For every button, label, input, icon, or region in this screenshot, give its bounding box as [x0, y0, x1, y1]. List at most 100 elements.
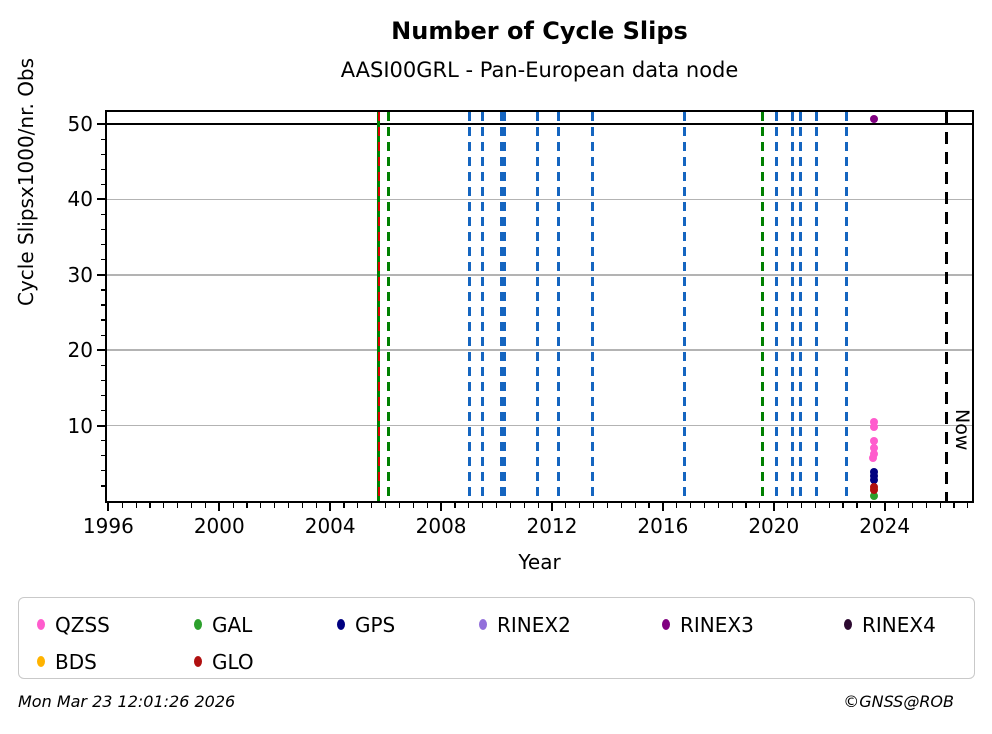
data-point-GPS [869, 472, 878, 481]
legend-label: QZSS [55, 612, 110, 637]
x-minor-tick [482, 503, 484, 508]
y-minor-tick [100, 485, 105, 487]
chart-subtitle: AASI00GRL - Pan-European data node [340, 58, 739, 82]
x-minor-tick [731, 503, 733, 508]
timestamp-text: Mon Mar 23 12:01:26 2026 [18, 692, 236, 711]
data-point-QZSS [869, 449, 878, 458]
x-minor-tick [759, 503, 761, 508]
legend-label: RINEX4 [862, 612, 936, 637]
x-tick-label: 1996 [82, 514, 134, 538]
x-minor-tick [468, 503, 470, 508]
x-minor-tick [856, 503, 858, 508]
x-minor-tick [620, 503, 622, 508]
y-tick-label: 10 [67, 413, 93, 438]
data-point-GPS [869, 476, 878, 485]
copyright-text: ©GNSS@ROB [843, 692, 954, 711]
legend-item-bds: BDS [37, 650, 194, 674]
y-minor-tick [100, 183, 105, 185]
x-minor-tick [579, 503, 581, 508]
y-major-tick [97, 198, 105, 201]
x-minor-tick [163, 503, 165, 508]
x-major-tick [550, 503, 553, 511]
x-minor-tick [911, 503, 913, 508]
legend-label: GAL [212, 612, 253, 637]
x-minor-tick [523, 503, 525, 508]
gridline [107, 349, 972, 351]
legend-marker-icon [479, 619, 487, 630]
y-minor-tick [100, 138, 105, 140]
x-minor-tick [897, 503, 900, 508]
legend-marker-icon [844, 619, 852, 630]
data-point-RINEX3 [869, 114, 878, 123]
event-vline [790, 112, 794, 501]
x-minor-tick [939, 503, 941, 508]
x-minor-tick [676, 503, 678, 508]
x-major-tick [883, 503, 886, 511]
x-minor-tick [454, 503, 456, 508]
y-tick-label: 20 [67, 338, 93, 363]
x-minor-tick [787, 503, 789, 508]
x-tick-label: 2000 [193, 514, 245, 538]
x-major-tick [440, 503, 443, 511]
y-tick-label: 30 [67, 262, 93, 287]
y-minor-tick [100, 470, 105, 472]
event-vline [814, 112, 818, 501]
y-minor-tick [100, 440, 105, 442]
y-minor-tick [100, 153, 105, 155]
x-minor-tick [925, 503, 927, 508]
legend-label: RINEX3 [680, 612, 754, 637]
y-major-tick [97, 123, 105, 126]
x-minor-tick [537, 503, 539, 508]
x-minor-tick [190, 503, 193, 508]
x-minor-tick [121, 503, 123, 508]
event-vline [481, 112, 485, 501]
x-minor-tick [717, 503, 719, 508]
data-point-QZSS [869, 422, 878, 431]
legend-marker-icon [194, 619, 202, 630]
x-tick-label: 2020 [748, 514, 800, 538]
y-tick-label: 40 [67, 187, 93, 212]
y-minor-tick [100, 213, 105, 216]
x-minor-tick [426, 503, 428, 508]
x-minor-tick [800, 503, 803, 508]
y-major-tick [97, 273, 105, 276]
x-minor-tick [648, 503, 650, 508]
y-minor-tick [100, 394, 105, 397]
x-minor-tick [260, 503, 262, 508]
event-vline [468, 112, 472, 501]
legend-marker-icon [37, 656, 45, 667]
x-major-tick [329, 503, 332, 511]
x-tick-label: 2012 [526, 514, 578, 538]
y-minor-tick [100, 379, 105, 381]
x-minor-tick [814, 503, 816, 508]
data-point-GLO [869, 485, 878, 494]
x-axis-label: Year [518, 550, 561, 574]
plot-area: 1996 2000 2004 2008 2012 2016 2020 2024 10 20 30 40… [68, 110, 974, 538]
x-minor-tick [357, 503, 359, 508]
x-minor-tick [232, 503, 234, 508]
legend-item-glo: GLO [194, 650, 337, 674]
x-minor-tick [509, 503, 511, 508]
legend-marker-icon [337, 619, 345, 630]
x-major-tick [772, 503, 775, 511]
event-vline [386, 112, 390, 501]
y-major-tick [97, 349, 105, 352]
y-minor-tick [100, 244, 105, 246]
x-minor-tick [343, 503, 345, 508]
legend-item-gal: GAL [194, 613, 337, 637]
x-minor-tick [287, 503, 290, 508]
x-minor-tick [246, 503, 248, 508]
legend-box: QZSS GAL GPS RINEX2 RINEX3 RINEX4 BDS GLO [18, 597, 975, 679]
data-point-QZSS [869, 454, 878, 463]
x-minor-tick [953, 503, 955, 508]
event-vline [774, 112, 778, 501]
y-minor-tick [100, 409, 105, 412]
x-minor-tick [842, 503, 844, 508]
x-minor-tick [606, 503, 608, 508]
legend-label: BDS [55, 649, 97, 674]
legend-item-rinex2: RINEX2 [479, 613, 662, 637]
x-minor-tick [149, 503, 151, 508]
y-minor-tick [100, 168, 105, 170]
legend-grid: QZSS GAL GPS RINEX2 RINEX3 RINEX4 BDS GLO [37, 606, 974, 680]
